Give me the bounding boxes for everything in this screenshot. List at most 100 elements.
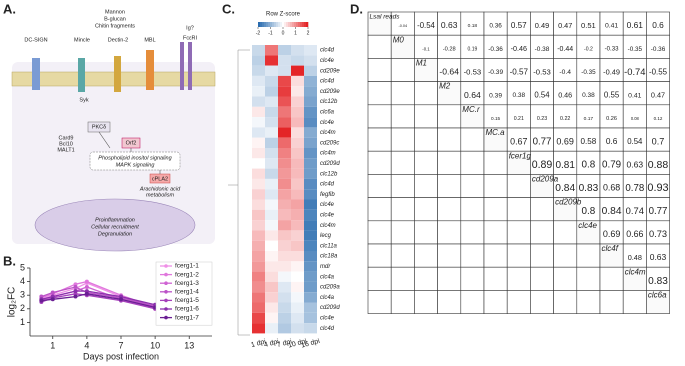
receptor: [32, 58, 40, 90]
matrix-cell: [599, 290, 624, 314]
node-label: Orf2: [126, 140, 137, 146]
correlation-value: 0.38: [582, 92, 595, 99]
matrix-cell: [437, 197, 462, 222]
heat-cell: [278, 117, 291, 128]
dendrogram: [228, 49, 250, 336]
heat-cell: [278, 292, 291, 303]
heat-cell: [252, 209, 265, 221]
heat-cell: [304, 55, 317, 66]
y-tick-label: 1: [20, 317, 25, 327]
heat-cell: [265, 292, 278, 303]
correlation-value: 0.54: [627, 137, 643, 146]
row-label: clc4m: [320, 151, 336, 157]
heat-cell: [291, 45, 304, 56]
heat-cell: [304, 251, 317, 262]
heat-cell: [265, 96, 278, 107]
nucleus: [34, 198, 196, 252]
row-label: mdr: [320, 264, 331, 270]
heat-cell: [304, 281, 317, 293]
row-label: cd209d: [320, 305, 340, 311]
variable-label: M0: [393, 35, 405, 44]
matrix-cell: [367, 104, 392, 129]
heat-cell: [304, 292, 317, 303]
point: [73, 289, 78, 294]
correlation-value: -0.28: [443, 47, 456, 53]
heat-cell: [291, 302, 304, 313]
y-tick-label: 3: [20, 290, 25, 300]
heat-cell: [278, 199, 291, 210]
legend-label: fcerg1-4: [175, 289, 199, 296]
matrix-cell: [506, 220, 531, 245]
correlation-value: 0.47: [651, 90, 665, 99]
node-label: MAPK signaling: [116, 162, 156, 168]
heat-cell: [278, 45, 291, 56]
arrow: [98, 131, 161, 174]
matrix-cell: [530, 220, 554, 245]
heat-cell: [252, 302, 265, 313]
heat-cell: [278, 230, 291, 241]
row-label: clc4d: [320, 182, 335, 188]
correlation-value: 0.51: [581, 21, 596, 30]
node-label: cPLA2: [152, 176, 168, 182]
correlation-value: 0.74: [626, 205, 644, 216]
heat-cell: [252, 178, 265, 190]
heat-cell: [265, 178, 278, 190]
matrix-cell: [437, 104, 462, 129]
heat-cell: [278, 240, 291, 251]
series-line: [41, 286, 156, 310]
row-label: clc12b: [320, 99, 338, 105]
node-label: Card9: [59, 135, 74, 141]
colorbar-swatch: [262, 22, 265, 27]
correlation-value: 0.69: [556, 136, 574, 146]
matrix-cell: [483, 243, 508, 268]
correlation-value: 0.68: [603, 183, 620, 193]
heat-cell: [291, 199, 304, 210]
correlation-value: 0.21: [514, 116, 524, 122]
heat-cell: [278, 178, 291, 190]
colorbar-swatch: [288, 22, 291, 27]
correlation-value: -0.53: [533, 67, 551, 76]
row-label: cd209e: [320, 89, 340, 95]
heat-cell: [304, 323, 317, 334]
heat-cell: [291, 106, 304, 118]
colorbar-swatch: [258, 22, 261, 27]
colorbar-swatch: [276, 22, 279, 27]
correlation-value: 0.12: [654, 116, 663, 121]
heat-cell: [278, 189, 291, 200]
correlation-value: -0.33: [605, 46, 620, 53]
correlation-value: 0.15: [491, 116, 501, 121]
heat-cell: [278, 65, 291, 76]
heat-cell: [265, 261, 278, 272]
matrix-cell: [530, 243, 554, 268]
heat-cell: [304, 168, 317, 179]
colorbar-swatch: [294, 22, 297, 27]
heat-cell: [278, 75, 291, 87]
matrix-cell: [414, 150, 438, 175]
colorbar-swatch: [292, 22, 295, 27]
heat-cell: [265, 75, 278, 87]
row-label: lecg: [320, 233, 332, 239]
heat-cell: [278, 86, 291, 97]
variable-label: MC.a: [486, 128, 506, 137]
point: [50, 290, 55, 295]
matrix-cell: [367, 81, 392, 106]
heat-cell: [278, 106, 291, 118]
heat-cell: [252, 271, 265, 282]
heat-cell: [304, 209, 317, 221]
heat-cell: [265, 323, 278, 334]
row-label: clc4d: [320, 326, 335, 332]
matrix-cell: [367, 58, 392, 82]
row-label: clc4e: [320, 213, 335, 219]
heat-cell: [278, 158, 291, 169]
heat-cell: [291, 281, 304, 293]
heat-cell: [278, 168, 291, 179]
row-label: cd209e: [320, 68, 340, 74]
legend-label: fcerg1-6: [175, 306, 199, 313]
heat-cell: [291, 312, 304, 324]
receptor-label: DC-SIGN: [24, 37, 47, 43]
correlation-value: 0.41: [605, 23, 618, 30]
heat-cell: [252, 168, 265, 179]
row-label: clc4e: [320, 316, 335, 322]
heat-cell: [252, 127, 265, 138]
